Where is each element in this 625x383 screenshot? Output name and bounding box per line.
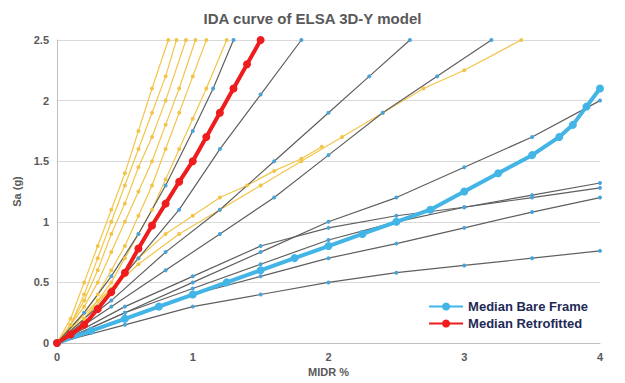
svg-text:Sa (g): Sa (g) [11, 176, 23, 207]
svg-text:IDA curve of ELSA 3D-Y model: IDA curve of ELSA 3D-Y model [204, 10, 422, 27]
svg-text:1: 1 [190, 351, 196, 363]
svg-text:0.5: 0.5 [34, 276, 49, 288]
svg-text:2: 2 [43, 95, 49, 107]
svg-text:2.5: 2.5 [34, 34, 49, 46]
svg-text:Median Retrofitted: Median Retrofitted [468, 316, 582, 331]
svg-text:4: 4 [597, 351, 604, 363]
svg-text:1: 1 [43, 216, 49, 228]
svg-text:1.5: 1.5 [34, 155, 49, 167]
svg-text:2: 2 [325, 351, 331, 363]
svg-text:MIDR %: MIDR % [308, 366, 349, 378]
svg-text:0: 0 [43, 337, 49, 349]
svg-text:0: 0 [54, 351, 60, 363]
svg-text:3: 3 [461, 351, 467, 363]
svg-text:Median Bare Frame: Median Bare Frame [468, 299, 588, 314]
